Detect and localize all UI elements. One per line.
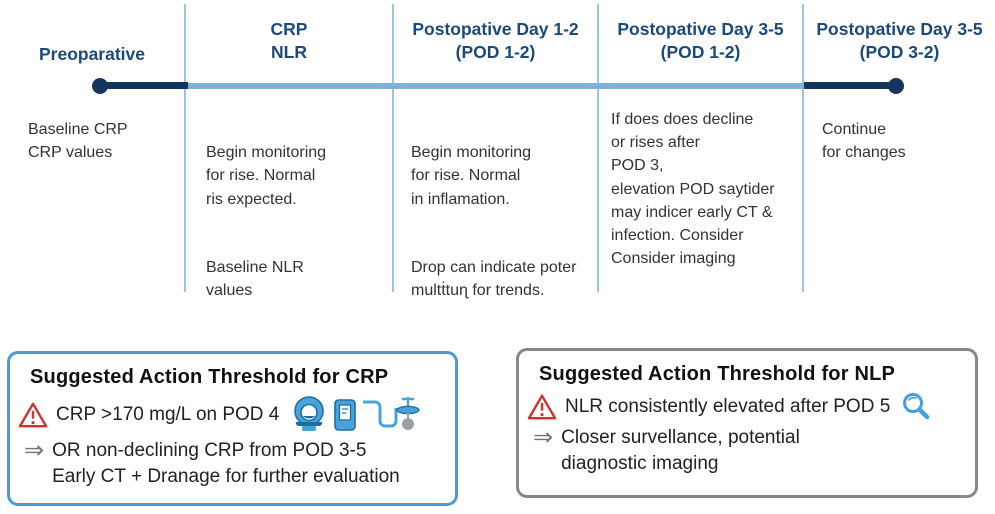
timeline-column-pod-3-5-a: Postopative Day 3-5 (POD 1-2) If does do… xyxy=(599,4,804,292)
drain-pump-icon xyxy=(333,398,357,432)
timeline-start-dot xyxy=(92,78,108,94)
column-paragraph: Baseline NLR values xyxy=(206,258,304,300)
crp-threshold-box: Suggested Action Threshold for CRP CRP >… xyxy=(7,351,458,506)
crp-action-text: OR non-declining CRP from POD 3-5 Early … xyxy=(52,440,400,487)
column-paragraph: Begin monitoring for rise. Normal in inf… xyxy=(411,144,532,208)
column-header: CRP NLR xyxy=(270,18,308,62)
tube-drain-bulb-icon xyxy=(361,394,423,436)
timeline-segment-dark-right xyxy=(804,82,894,89)
warning-triangle-icon xyxy=(527,393,557,421)
timeline-column-pod-1-2: Postopative Day 1-2 (POD 1-2) Begin moni… xyxy=(394,4,599,299)
timeline-column-crp-nlr: CRP NLR Begin monitoring for rise. Norma… xyxy=(186,4,394,299)
crp-box-title: Suggested Action Threshold for CRP xyxy=(30,366,389,388)
timeline-segment-light-mid xyxy=(188,83,804,89)
column-header: Postopative Day 3-5 (POD 1-2) xyxy=(617,18,784,62)
timeline-end-dot xyxy=(888,78,904,94)
column-body: Continue for changes xyxy=(822,121,906,162)
ct-scanner-icon xyxy=(289,396,329,434)
warning-triangle-icon xyxy=(18,401,48,429)
timeline-column-pod-3-5-b: Postopative Day 3-5 (POD 3-2) Continue f… xyxy=(804,4,995,292)
nlp-threshold-box: Suggested Action Threshold for NLP NLR c… xyxy=(516,348,978,498)
nlp-action-row: ⇒ Closer survellance, potential diagnost… xyxy=(527,425,969,476)
column-header: Postopative Day 3-5 (POD 3-2) xyxy=(816,18,983,62)
column-body: Baseline CRP CRP values xyxy=(28,121,128,162)
nlp-action-text: Closer survellance, potential diagnostic… xyxy=(561,427,800,474)
column-body: If does does decline or rises after POD … xyxy=(611,111,775,268)
crp-alert-text: CRP >170 mg/L on POD 4 xyxy=(56,404,280,426)
column-body: Begin monitoring for rise. Normal in inf… xyxy=(394,78,597,326)
nlp-alert-row: NLR consistently elevated after POD 5 xyxy=(527,391,969,423)
timeline-grid: Preoparative Baseline CRP CRP values CRP… xyxy=(0,4,995,299)
column-paragraph: Begin monitoring for rise. Normal ris ex… xyxy=(206,144,327,208)
nlp-box-title: Suggested Action Threshold for NLP xyxy=(539,363,896,385)
crp-alert-row: CRP >170 mg/L on POD 4 xyxy=(18,394,449,436)
column-header: Preoparative xyxy=(38,43,146,64)
crp-action-row: ⇒ OR non-declining CRP from POD 3-5 Earl… xyxy=(18,438,449,489)
nlp-alert-text: NLR consistently elevated after POD 5 xyxy=(565,396,891,418)
column-header: Postopative Day 1-2 (POD 1-2) xyxy=(412,18,579,62)
double-arrow-icon: ⇒ xyxy=(533,424,554,451)
double-arrow-icon: ⇒ xyxy=(24,437,45,464)
timeline-segment-dark-left xyxy=(100,82,188,89)
column-paragraph: Drop can indicate poter multṫtuɳ for tre… xyxy=(411,258,577,300)
crp-icon-cluster xyxy=(289,394,423,436)
timeline-column-preoperative: Preoparative Baseline CRP CRP values xyxy=(0,4,186,292)
column-body: Begin monitoring for rise. Normal ris ex… xyxy=(186,78,392,326)
magnifier-icon xyxy=(900,391,932,423)
